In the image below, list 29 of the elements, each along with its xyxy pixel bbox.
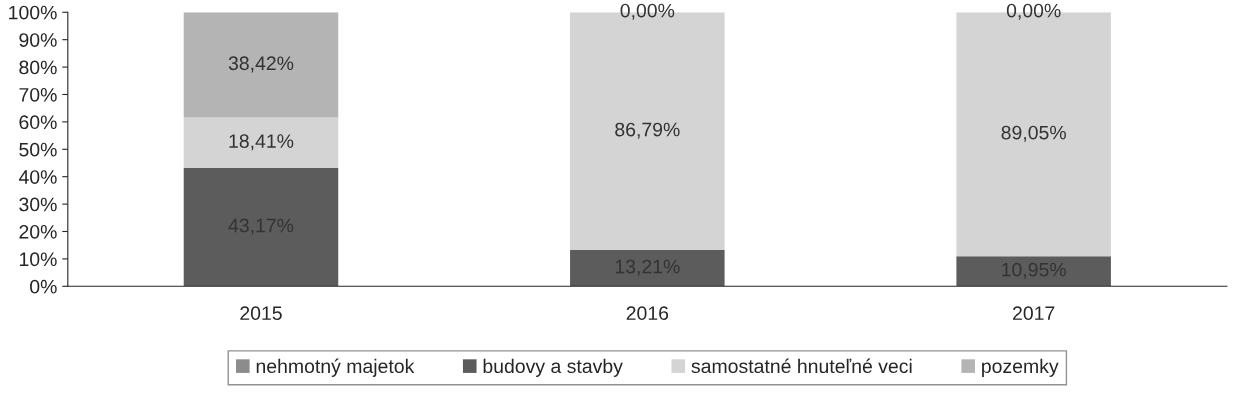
y-tick-label: 50% xyxy=(19,142,57,157)
y-tick-label: 80% xyxy=(19,60,57,75)
data-label: 0,00% xyxy=(620,3,675,20)
y-tick-label: 70% xyxy=(19,87,57,102)
y-tick-label: 10% xyxy=(19,252,57,267)
data-label: 0,00% xyxy=(1006,3,1061,20)
bar xyxy=(183,12,339,118)
legend-label: budovy a stavby xyxy=(483,358,623,377)
x-tick-label: 2016 xyxy=(626,306,669,321)
bar xyxy=(956,256,1111,287)
legend-label: samostatné hnuteľné veci xyxy=(691,358,912,374)
y-tick-label: 20% xyxy=(19,224,57,239)
x-tick-label: 2015 xyxy=(240,306,282,321)
data-label: 38,42% xyxy=(228,56,294,73)
y-tick-label: 0% xyxy=(30,279,57,294)
bar xyxy=(570,250,725,287)
data-label: 18,41% xyxy=(229,134,294,151)
y-tick-label: 30% xyxy=(19,197,57,212)
x-tick-label: 2017 xyxy=(1013,306,1055,321)
y-tick-label: 60% xyxy=(19,115,57,130)
legend-label: pozemky xyxy=(982,358,1059,377)
bar xyxy=(183,117,339,168)
y-tick-label: 100% xyxy=(9,5,57,20)
data-label: 89,05% xyxy=(1001,125,1066,142)
y-tick-label: 90% xyxy=(19,33,57,47)
data-label: 86,79% xyxy=(615,122,680,139)
legend-label: nehmotný majetok xyxy=(256,358,415,377)
bar xyxy=(183,168,339,287)
y-tick-label: 40% xyxy=(18,170,57,184)
